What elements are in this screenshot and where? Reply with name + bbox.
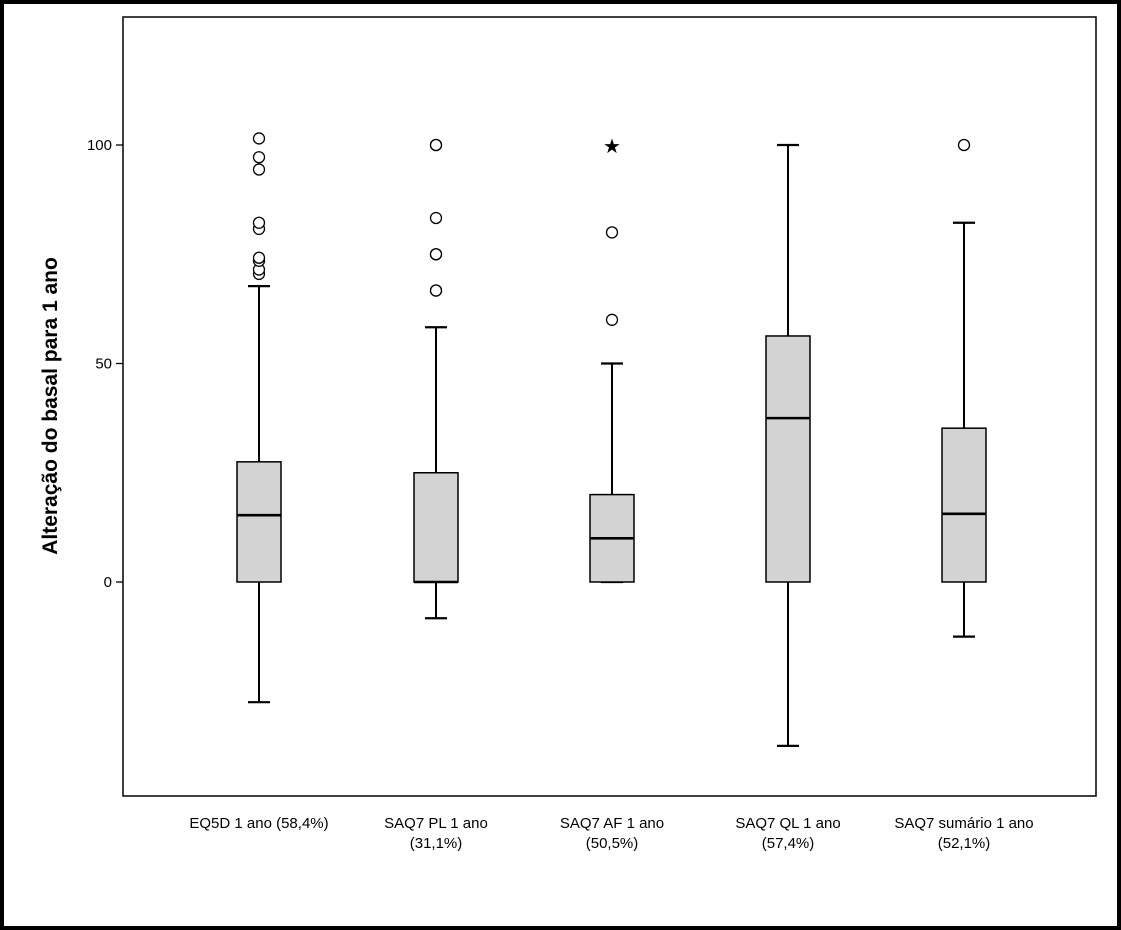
- y-axis: 0 50 100: [87, 137, 123, 591]
- category-label-sub: (52,1%): [938, 835, 991, 852]
- category-label-sub: (50,5%): [586, 835, 639, 852]
- outlier-point: [429, 284, 443, 297]
- box-group: [765, 143, 811, 747]
- category-label: EQ5D 1 ano (58,4%): [189, 815, 328, 832]
- outlier-point: [252, 132, 266, 145]
- y-tick-label: 100: [87, 137, 112, 154]
- plot-area: [122, 16, 1097, 797]
- y-tick-label: 0: [104, 574, 112, 591]
- outlier-point: [429, 138, 443, 152]
- category-label: SAQ7 sumário 1 ano: [894, 815, 1033, 832]
- outlier-point: [252, 163, 266, 176]
- box-group: [236, 132, 282, 704]
- category-label: SAQ7 PL 1 ano: [384, 815, 488, 832]
- outlier-point: [605, 226, 619, 239]
- iqr-box: [765, 335, 811, 583]
- outlier-point: [429, 248, 443, 261]
- box-group: [941, 138, 987, 638]
- outlier-point: [957, 138, 971, 152]
- x-axis-labels: EQ5D 1 ano (58,4%) SAQ7 PL 1 ano (31,1%) SA…: [189, 815, 1033, 852]
- outlier-point: [429, 211, 443, 225]
- box-group: [413, 138, 459, 620]
- iqr-box: [413, 472, 459, 583]
- outlier-point: [252, 216, 266, 229]
- y-axis-title: Alteração do basal para 1 ano: [39, 257, 62, 555]
- iqr-box: [941, 427, 987, 583]
- outlier-point: [252, 251, 266, 264]
- extreme-point: ★: [603, 134, 621, 158]
- y-tick-label: 50: [95, 356, 112, 373]
- category-label: SAQ7 AF 1 ano: [560, 815, 664, 832]
- category-label-sub: (57,4%): [762, 835, 815, 852]
- category-label: SAQ7 QL 1 ano: [735, 815, 840, 832]
- iqr-box: [236, 461, 282, 583]
- box-group: ★: [589, 134, 635, 584]
- outlier-point: [605, 313, 619, 326]
- outlier-point: [252, 151, 266, 164]
- category-label-sub: (31,1%): [410, 835, 463, 852]
- boxes-layer: ★: [236, 132, 987, 747]
